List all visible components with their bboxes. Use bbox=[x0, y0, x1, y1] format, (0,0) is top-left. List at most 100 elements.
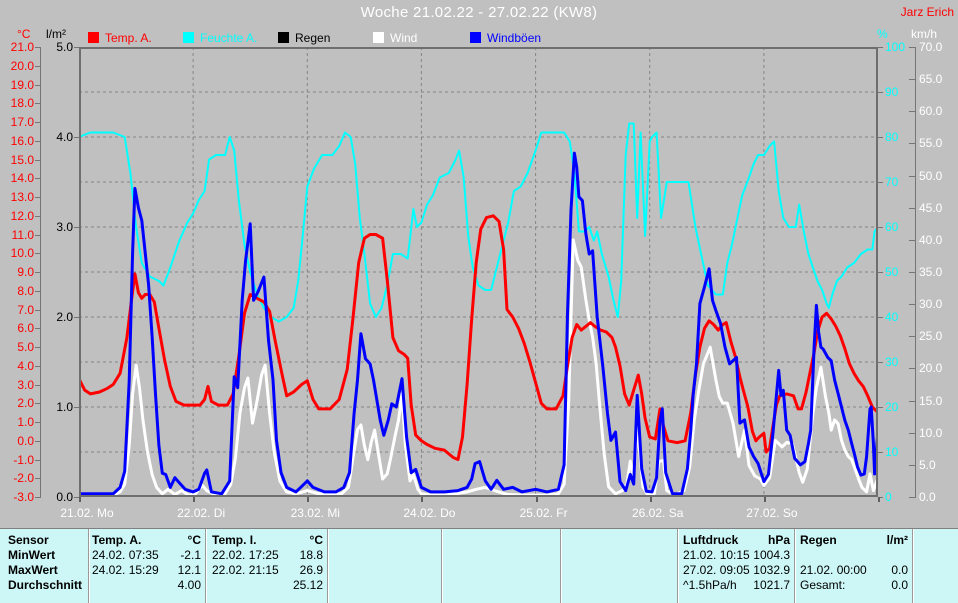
day-label-1: 22.02. Di bbox=[177, 506, 226, 520]
table-cell-value: 4.00 bbox=[177, 578, 201, 592]
axis-temp-tick bbox=[35, 216, 41, 217]
series-windboeen bbox=[79, 151, 878, 496]
table-cell-time: 24.02. 07:35 bbox=[92, 548, 159, 562]
axis-humidity-tick bbox=[878, 227, 883, 228]
axis-temp-tick bbox=[35, 478, 41, 479]
axis-temp-tick-label: 14.0 bbox=[10, 171, 34, 186]
table-sensor-unit: °C bbox=[187, 533, 201, 547]
series-temp_a bbox=[79, 214, 878, 461]
axis-wind-tick-label: 15.0 bbox=[919, 393, 943, 408]
day-label-0: 21.02. Mo bbox=[60, 506, 114, 520]
axis-humidity-tick-label: 0 bbox=[885, 490, 892, 504]
axis-wind-tick bbox=[909, 497, 915, 498]
series-feuchte_a bbox=[79, 122, 878, 323]
axis-rain-tick bbox=[74, 407, 79, 408]
axis-temp-tick-label: 21.0 bbox=[10, 40, 34, 54]
axis-wind-tick bbox=[909, 433, 915, 434]
day-tick bbox=[79, 497, 81, 502]
axis-wind-tick-label: 10.0 bbox=[919, 425, 943, 440]
table-cell-time: 22.02. 17:25 bbox=[212, 548, 279, 562]
legend-label-temp_a: Temp. A. bbox=[105, 31, 152, 45]
temp-axis-line bbox=[40, 47, 41, 498]
axis-temp-tick bbox=[35, 497, 41, 498]
axis-rain-tick bbox=[74, 47, 79, 48]
axis-wind-tick-label: 25.0 bbox=[919, 329, 943, 344]
axis-temp-tick-label: 2.0 bbox=[17, 396, 34, 411]
right-axis-unit-humidity: % bbox=[877, 27, 888, 41]
table-cell-time: Gesamt: bbox=[800, 578, 846, 592]
axis-temp-tick bbox=[35, 160, 41, 161]
axis-humidity-tick-label: 50 bbox=[885, 265, 899, 279]
axis-temp-tick-label: 8.0 bbox=[17, 283, 34, 298]
axis-rain-tick-label: 0.0 bbox=[56, 490, 73, 504]
table-column-divider bbox=[560, 529, 561, 603]
axis-wind-tick-label: 35.0 bbox=[919, 265, 943, 279]
axis-temp-tick bbox=[35, 103, 41, 104]
axis-temp-tick bbox=[35, 328, 41, 329]
axis-rain-tick bbox=[74, 137, 79, 138]
axis-temp-tick-label: 3.0 bbox=[17, 377, 34, 392]
axis-humidity-tick-label: 100 bbox=[885, 40, 906, 54]
axis-humidity-tick bbox=[878, 317, 883, 318]
table-cell-value: 26.9 bbox=[299, 563, 323, 577]
legend-label-feuchte_a: Feuchte A. bbox=[200, 31, 258, 45]
table-cell-value: 12.1 bbox=[177, 563, 201, 577]
axis-temp-tick bbox=[35, 291, 41, 292]
axis-temp-tick-label: 6.0 bbox=[17, 321, 34, 336]
axis-temp-tick bbox=[35, 197, 41, 198]
axis-wind-tick bbox=[909, 336, 915, 337]
table-cell-value: 25.12 bbox=[292, 578, 323, 592]
series-wind bbox=[79, 238, 878, 497]
axis-temp-tick bbox=[35, 253, 41, 254]
legend-swatch-feuchte_a bbox=[183, 32, 194, 43]
axis-temp-tick-label: 11.0 bbox=[11, 227, 34, 242]
legend-label-windboeen: Windböen bbox=[487, 31, 542, 45]
axis-wind-tick-label: 5.0 bbox=[919, 457, 936, 472]
legend-swatch-windboeen bbox=[470, 32, 481, 43]
axis-humidity-tick bbox=[878, 362, 883, 363]
axis-temp-tick-label: -1.0 bbox=[13, 452, 34, 467]
table-column-divider bbox=[327, 529, 328, 603]
table-column-divider bbox=[794, 529, 795, 603]
table-cell-value: 1032.9 bbox=[753, 563, 790, 577]
table-cell-value: 0.0 bbox=[891, 563, 908, 577]
axis-temp-tick bbox=[35, 366, 41, 367]
axis-temp-tick bbox=[35, 441, 41, 442]
axis-wind-tick bbox=[909, 465, 915, 466]
plot-border bbox=[79, 47, 878, 497]
table-sensor-name: Regen bbox=[800, 533, 837, 547]
table-column-divider bbox=[205, 529, 206, 603]
table-cell-value: 1021.7 bbox=[753, 578, 790, 592]
axis-temp-tick-label: 12.0 bbox=[10, 208, 34, 223]
table-cell-time: 21.02. 10:15 bbox=[683, 548, 750, 562]
axis-humidity-tick-label: 30 bbox=[885, 355, 899, 369]
axis-rain-tick-label: 5.0 bbox=[56, 40, 73, 54]
axis-temp-tick-label: 15.0 bbox=[10, 152, 34, 167]
day-tick bbox=[649, 497, 652, 502]
axis-temp-tick bbox=[35, 122, 41, 123]
axis-humidity-tick-label: 70 bbox=[885, 175, 899, 189]
right-axis-unit-wind: km/h bbox=[911, 27, 938, 41]
axis-humidity-tick bbox=[878, 272, 883, 273]
table-row-header: MinWert bbox=[8, 548, 56, 562]
statistics-table: Sensor MinWert MaxWert Durchschnitt Temp. A.… bbox=[0, 528, 958, 603]
table-row-header: MaxWert bbox=[8, 563, 58, 577]
legend-item-windboeen: Windböen bbox=[470, 31, 542, 45]
axis-wind-tick-label: 50.0 bbox=[919, 168, 943, 183]
axis-temp-tick bbox=[35, 422, 41, 423]
table-cell-value: 18.8 bbox=[299, 548, 323, 562]
axis-temp-tick bbox=[35, 403, 41, 404]
axis-temp-tick-label: 16.0 bbox=[10, 133, 34, 148]
axis-humidity-tick bbox=[878, 47, 883, 48]
day-tick bbox=[878, 497, 880, 502]
legend-swatch-wind bbox=[373, 32, 384, 43]
table-cell-time: 21.02. 00:00 bbox=[800, 563, 867, 577]
legend-item-feuchte_a: Feuchte A. bbox=[183, 31, 258, 45]
legend-item-regen: Regen bbox=[278, 31, 330, 45]
axis-wind-tick-label: 70.0 bbox=[919, 40, 943, 54]
table-row-header: Sensor bbox=[8, 533, 49, 547]
station-name: Jarz Erich bbox=[900, 5, 954, 19]
axis-humidity-tick-label: 40 bbox=[885, 310, 899, 324]
table-cell-value: 1004.3 bbox=[753, 548, 790, 562]
wind-axis-line bbox=[915, 47, 916, 498]
